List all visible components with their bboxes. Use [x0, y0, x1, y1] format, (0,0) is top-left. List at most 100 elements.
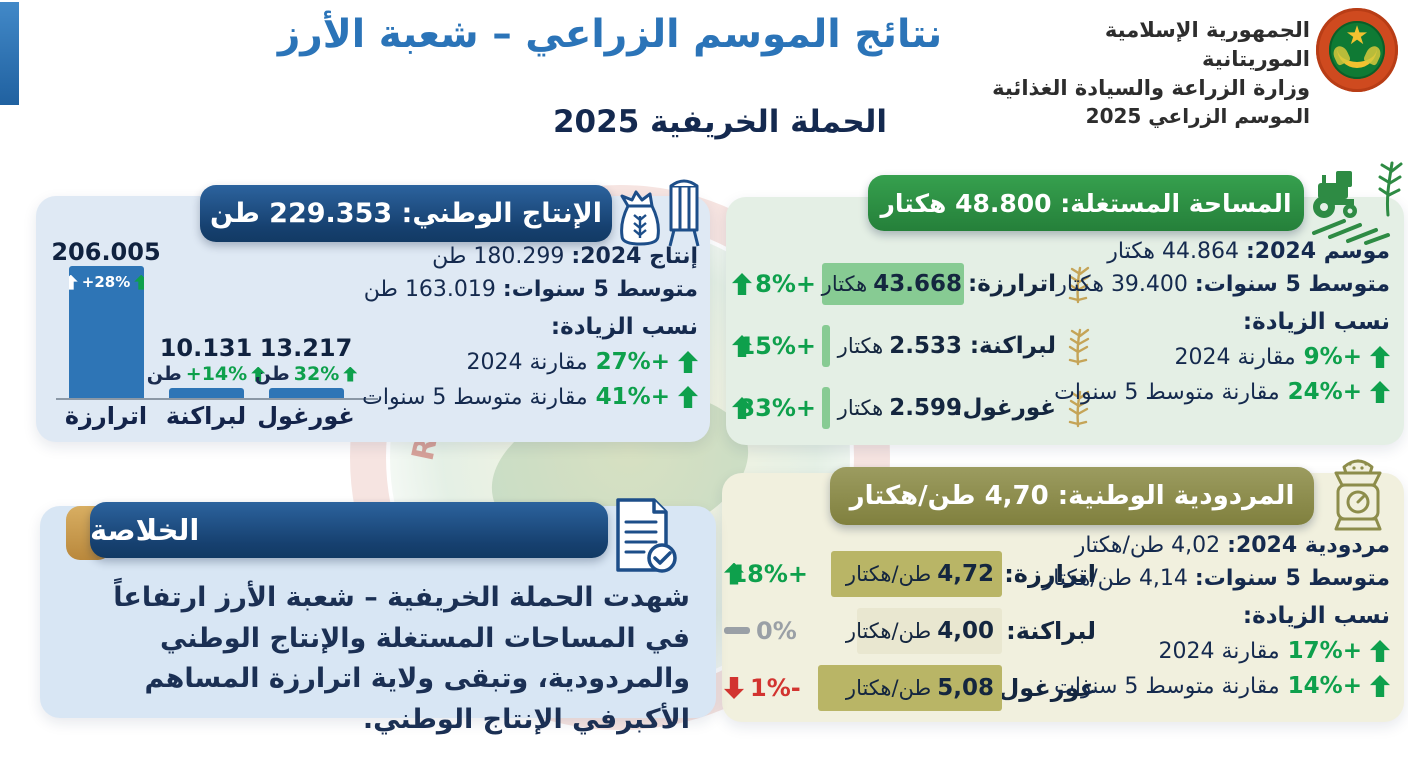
up-arrow-icon	[678, 351, 698, 373]
bar-trarza: +28%	[68, 266, 144, 398]
increase-rates-title: نسب الزيادة:	[1242, 603, 1390, 629]
increase-vs-5yr: +14% مقارنة متوسط 5 سنوات	[1054, 673, 1390, 699]
area-bar-brakna	[822, 325, 831, 367]
yield-value-zone: 4,00طن/هكتار	[814, 607, 1002, 654]
region-label: لبراكنة:	[1006, 616, 1096, 645]
up-arrow-icon	[343, 366, 358, 382]
x-axis-label-trarza: اترارزة	[64, 402, 148, 430]
area-value: 2.533هكتار	[838, 333, 962, 359]
unit-label: هكتار	[821, 272, 868, 296]
area-value-number: 43.668	[873, 271, 962, 297]
up-arrow-icon	[68, 274, 78, 290]
bar-change-label: 32%	[293, 363, 340, 385]
area-value-number: 2.533	[889, 333, 962, 359]
yield-row-gorgol: غورغول: 5,08طن/هكتار -1%	[724, 659, 1096, 716]
bar-change-badge: +28%	[68, 273, 144, 292]
production-avg-label: متوسط 5 سنوات:	[502, 277, 698, 302]
yield-panel-title: المردودية الوطنية: 4,70 طن/هكتار	[830, 467, 1314, 525]
yield-value-zone: 5,08طن/هكتار	[814, 664, 1002, 711]
seal-crescent-icon	[1337, 28, 1377, 68]
seal-star-icon: ★	[1345, 21, 1369, 51]
production-avg-line: متوسط 5 سنوات: 163.019 طن	[363, 277, 698, 302]
ministry-header: الجمهورية الإسلامية الموريتانية وزارة ال…	[990, 16, 1310, 131]
exploited-area-panel: المساحة المستغلة: 48.800 هكتار	[726, 161, 1404, 445]
increase-vs-2024: +27% مقارنة 2024	[366, 349, 698, 375]
yield-info-block: مردودية 2024: 4,02 طن/هكتار متوسط 5 سنوا…	[1043, 533, 1390, 708]
increase-pct: +41%	[595, 384, 670, 410]
yield-region-rows: اترارزة: 4,72طن/هكتار +18% لبراكنة: 4,00…	[724, 545, 1096, 716]
bar-change-line: طن 32%	[254, 363, 358, 385]
scale-rice-icon	[1334, 459, 1382, 531]
area-row-brakna: لبراكنة: 2.533هكتار +15%	[728, 315, 1094, 377]
area-avg-value: 39.400 هكتار	[1056, 272, 1188, 297]
area-bar-gorgol	[822, 387, 831, 429]
yield-value: 4,72طن/هكتار	[846, 561, 994, 587]
national-yield-panel: المردودية الوطنية: 4,70 طن/هكتار اترارزة…	[722, 459, 1404, 722]
change-pct: +15%	[738, 332, 816, 360]
region-label: غورغول:	[953, 395, 1056, 421]
increase-vs-5yr: +41% مقارنة متوسط 5 سنوات	[362, 384, 698, 410]
area-info-block: موسم 2024: 44.864 هكتار متوسط 5 سنوات: 3…	[1054, 239, 1390, 414]
production-avg-value: 163.019 طن	[363, 277, 496, 302]
increase-text: مقارنة 2024	[1158, 638, 1280, 664]
unit-label: طن/هكتار	[845, 618, 932, 643]
increase-pct: +17%	[1287, 638, 1362, 664]
area-2024-label: موسم 2024:	[1245, 239, 1390, 264]
change-pct: +33%	[738, 394, 816, 422]
area-region-rows: اترارزة: 43.668هكتار +8% لبراكنة:	[728, 253, 1094, 439]
unit-label: طن	[146, 363, 182, 385]
region-label: اترارزة:	[1004, 559, 1096, 588]
bar-change-label: +28%	[81, 273, 131, 292]
flat-dash-icon	[724, 627, 750, 634]
increase-vs-2024: +17% مقارنة 2024	[1090, 638, 1390, 664]
yield-2024-line: مردودية 2024: 4,02 طن/هكتار	[1075, 533, 1390, 558]
bar-group-trarza: 206.005 +28%	[51, 238, 161, 398]
area-value-zone: 43.668هكتار	[822, 263, 970, 305]
area-panel-title: المساحة المستغلة: 48.800 هكتار	[868, 175, 1304, 231]
increase-text: مقارنة 2024	[1174, 344, 1296, 370]
ministry-line-ministry: وزارة الزراعة والسيادة الغذائية	[992, 75, 1310, 100]
summary-title: الخلاصة	[90, 502, 608, 558]
up-arrow-icon	[1370, 640, 1390, 662]
yield-2024-value: 4,02 طن/هكتار	[1074, 533, 1221, 558]
change-pct: -1%	[750, 673, 801, 702]
production-bar-chart: 206.005 +28% 10.131 طن +14%	[51, 238, 378, 400]
increase-text: مقارنة 2024	[466, 349, 588, 375]
yield-avg-line: متوسط 5 سنوات: 4,14 طن/هكتار	[1043, 566, 1390, 591]
ministry-line-republic: الجمهورية الإسلامية الموريتانية	[1104, 18, 1310, 71]
change-pct: +18%	[730, 559, 808, 588]
area-row-trarza: اترارزة: 43.668هكتار +8%	[728, 253, 1094, 315]
unit-label: هكتار	[837, 334, 884, 358]
up-arrow-icon	[134, 274, 144, 290]
wheat-icon	[1068, 328, 1090, 366]
yield-bar-trarza	[831, 550, 1002, 597]
increase-text: مقارنة متوسط 5 سنوات	[1054, 379, 1280, 405]
area-avg-label: متوسط 5 سنوات:	[1194, 272, 1390, 297]
region-label: لبراكنة:	[969, 333, 1056, 359]
bar-group-gorgol: 13.217 طن 32%	[254, 334, 358, 398]
increase-vs-2024: +9% مقارنة 2024	[1090, 344, 1390, 370]
bar-value-label: 206.005	[51, 238, 161, 267]
area-2024-value: 44.864 هكتار	[1107, 239, 1239, 264]
yield-row-trarza: اترارزة: 4,72طن/هكتار +18%	[724, 545, 1096, 602]
area-value-zone: 2.599هكتار	[822, 387, 970, 429]
increase-text: مقارنة متوسط 5 سنوات	[362, 384, 588, 410]
unit-label: طن	[254, 363, 290, 385]
bar-group-brakna: 10.131 طن +14%	[147, 334, 266, 398]
increase-rates-title: نسب الزيادة:	[1242, 309, 1390, 335]
yield-avg-label: متوسط 5 سنوات:	[1194, 566, 1390, 591]
change-pct: 0%	[756, 616, 797, 645]
up-arrow-icon	[678, 386, 698, 408]
increase-pct: +24%	[1287, 379, 1362, 405]
down-arrow-icon	[724, 677, 744, 699]
production-info-block: إنتاج 2024: 180.299 طن متوسط 5 سنوات: 16…	[362, 244, 698, 419]
increase-text: مقارنة متوسط 5 سنوات	[1054, 673, 1280, 699]
change-pct: +8%	[755, 270, 816, 298]
area-value-number: 2.599	[889, 395, 962, 421]
area-value-zone: 2.533هكتار	[822, 325, 970, 367]
area-value: 2.599هكتار	[838, 395, 962, 421]
yield-value: 4,00طن/هكتار	[846, 618, 994, 644]
yield-bar-gorgol	[818, 664, 1002, 711]
yield-value-number: 4,00	[937, 617, 994, 644]
yield-bar-brakna	[857, 607, 1002, 654]
